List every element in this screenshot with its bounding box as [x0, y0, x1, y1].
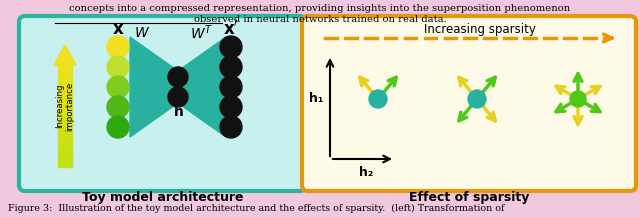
Bar — [58, 147, 72, 150]
Bar — [58, 106, 72, 109]
Circle shape — [168, 67, 188, 87]
Circle shape — [220, 76, 242, 98]
FancyBboxPatch shape — [19, 16, 306, 191]
Polygon shape — [130, 37, 178, 137]
Bar — [58, 130, 72, 133]
Bar — [58, 143, 72, 147]
Bar — [58, 136, 72, 140]
Bar — [58, 82, 72, 85]
Bar — [58, 113, 72, 116]
Bar — [58, 164, 72, 167]
Polygon shape — [54, 45, 76, 65]
Bar — [58, 109, 72, 113]
Circle shape — [220, 96, 242, 118]
Bar — [58, 68, 72, 72]
Text: $\mathbf{h}$: $\mathbf{h}$ — [173, 105, 184, 120]
Text: Increasing sparsity: Increasing sparsity — [424, 23, 536, 36]
Bar — [58, 92, 72, 96]
Bar — [58, 153, 72, 157]
Circle shape — [220, 36, 242, 58]
Text: concepts into a compressed representation, providing insights into the superposi: concepts into a compressed representatio… — [69, 4, 571, 13]
Bar — [58, 89, 72, 92]
Bar — [58, 85, 72, 89]
Text: Toy model architecture: Toy model architecture — [82, 191, 243, 204]
Circle shape — [369, 90, 387, 108]
Text: Figure 3:  Illustration of the toy model architecture and the effects of sparsit: Figure 3: Illustration of the toy model … — [8, 204, 504, 213]
Circle shape — [107, 96, 129, 118]
Bar — [58, 75, 72, 79]
Circle shape — [107, 116, 129, 138]
Circle shape — [220, 56, 242, 78]
Text: $W^T$: $W^T$ — [190, 24, 214, 42]
Text: $W$: $W$ — [134, 26, 150, 40]
Circle shape — [570, 91, 586, 107]
Circle shape — [220, 116, 242, 138]
Bar — [58, 123, 72, 126]
Bar — [58, 140, 72, 143]
Bar — [58, 102, 72, 106]
Bar — [58, 116, 72, 119]
Bar — [58, 150, 72, 153]
Text: Increasing
importance: Increasing importance — [55, 81, 75, 131]
FancyBboxPatch shape — [302, 16, 636, 191]
Bar — [58, 126, 72, 130]
Polygon shape — [178, 37, 226, 137]
Text: Effect of sparsity: Effect of sparsity — [409, 191, 529, 204]
Bar — [58, 96, 72, 99]
Bar — [58, 160, 72, 164]
Bar — [58, 99, 72, 102]
Bar — [58, 65, 72, 68]
Text: $\mathbf{x}$: $\mathbf{x}$ — [112, 20, 124, 38]
Bar — [58, 119, 72, 123]
Circle shape — [107, 76, 129, 98]
Bar — [58, 133, 72, 136]
Circle shape — [468, 90, 486, 108]
Bar — [58, 157, 72, 160]
Bar — [58, 79, 72, 82]
Text: $\mathbf{x'}$: $\mathbf{x'}$ — [223, 20, 239, 38]
Text: observed in neural networks trained on real data.: observed in neural networks trained on r… — [194, 15, 446, 24]
Circle shape — [107, 36, 129, 58]
Text: h₁: h₁ — [309, 92, 323, 105]
Text: h₂: h₂ — [359, 166, 373, 179]
Circle shape — [168, 87, 188, 107]
Bar — [58, 72, 72, 75]
Circle shape — [107, 56, 129, 78]
